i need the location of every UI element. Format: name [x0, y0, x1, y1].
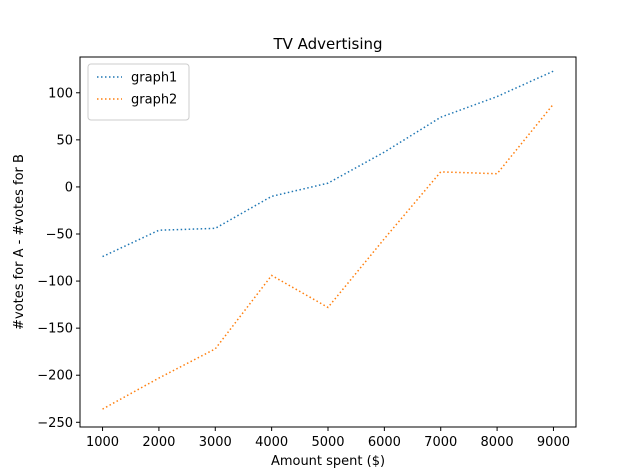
y-tick-label: −250: [37, 416, 73, 431]
y-tick-label: 100: [48, 86, 73, 101]
y-tick-label: 50: [56, 133, 73, 148]
x-tick-label: 5000: [311, 435, 344, 450]
x-tick-label: 8000: [481, 435, 514, 450]
chart-title: TV Advertising: [272, 35, 382, 53]
x-tick-label: 4000: [255, 435, 288, 450]
x-tick-label: 2000: [142, 435, 175, 450]
x-axis-label: Amount spent ($): [271, 454, 385, 469]
y-tick-label: −200: [37, 369, 73, 384]
x-tick-label: 9000: [537, 435, 570, 450]
legend-label: graph1: [131, 71, 177, 86]
legend-box: [87, 63, 190, 121]
y-tick-label: −150: [37, 322, 73, 337]
y-axis-label: #votes for A - #votes for B: [12, 154, 27, 330]
x-tick-label: 7000: [424, 435, 457, 450]
y-tick-label: −50: [46, 227, 73, 242]
x-tick-label: 1000: [86, 435, 119, 450]
series-line-graph1: [102, 70, 554, 258]
x-tick-label: 3000: [199, 435, 232, 450]
series-line-graph2: [102, 103, 555, 410]
y-tick-label: −100: [37, 275, 73, 290]
x-tick-label: 6000: [368, 435, 401, 450]
legend-label: graph2: [131, 93, 177, 108]
legend: graph1 graph2: [87, 63, 190, 121]
y-tick-label: 0: [65, 180, 73, 195]
